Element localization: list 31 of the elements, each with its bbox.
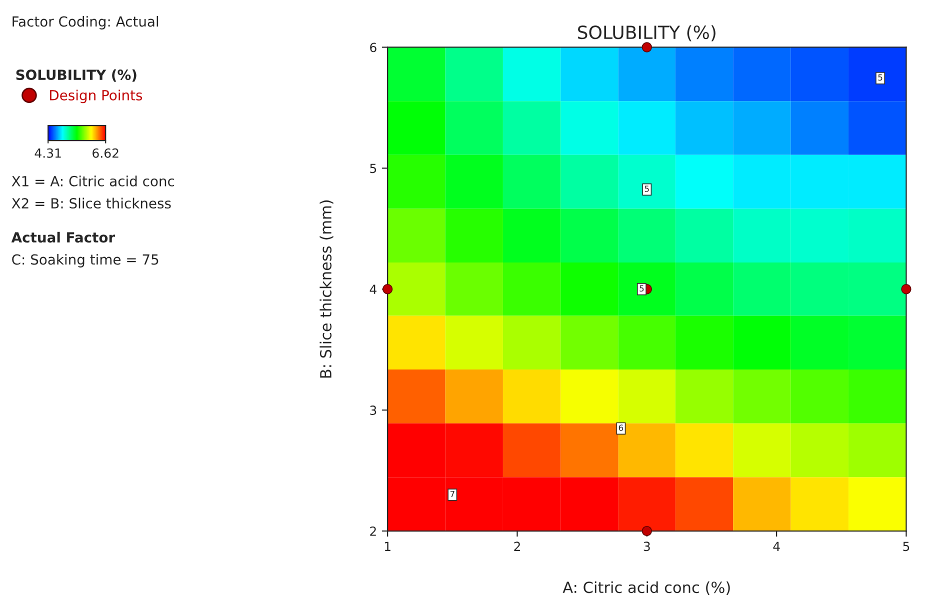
annotation: 6 [618, 424, 624, 431]
legend-title: SOLUBILITY (%) [16, 69, 136, 82]
y-axis-title: B: Slice thickness (mm) [320, 200, 334, 378]
x-tick-label: 1 [384, 542, 390, 551]
annotation: 5 [644, 186, 649, 192]
x-tick-label: 5 [903, 542, 910, 552]
annotation: 5 [640, 285, 644, 292]
point [382, 284, 393, 294]
color-bar-label: 6.62 [92, 148, 118, 158]
point [642, 526, 652, 536]
y-tick-label: 4 [370, 284, 376, 294]
color-bar-label: 4.31 [34, 148, 61, 158]
legend-label: Design Points [50, 90, 142, 104]
point [901, 284, 912, 294]
y-tick-label: 5 [370, 164, 376, 174]
text: Actual Factor [11, 232, 116, 243]
x-tick-label: 3 [644, 542, 650, 552]
y-tick-label: 3 [370, 406, 376, 416]
annotation: 7 [450, 490, 454, 498]
y-tick-label: 6 [370, 42, 376, 52]
text: X2 = B: Slice thickness [12, 198, 171, 209]
point [642, 42, 652, 52]
x-tick-label: 2 [514, 542, 520, 551]
text: Factor Coding: Actual [12, 16, 158, 30]
x-tick-label: 4 [773, 542, 780, 551]
chart-title: SOLUBILITY (%) [578, 25, 716, 42]
x-axis-title: A: Citric acid conc (%) [562, 581, 730, 595]
text: X1 = A: Citric acid conc [12, 176, 174, 186]
text: C: Soaking time = 75 [12, 254, 158, 268]
annotation: 5 [878, 74, 882, 81]
y-tick-label: 2 [370, 526, 376, 536]
